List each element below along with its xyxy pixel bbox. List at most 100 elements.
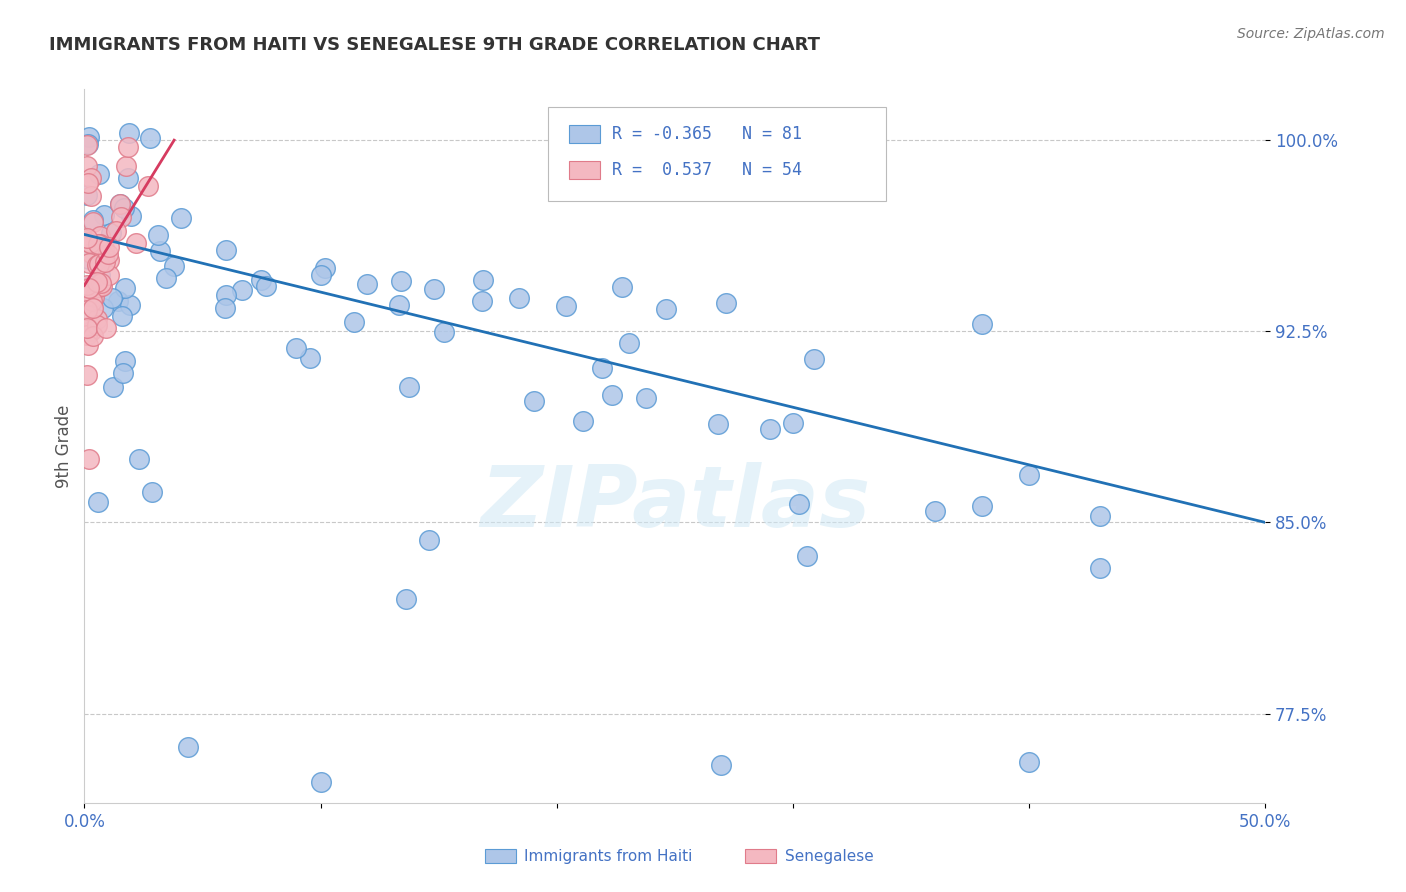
Point (97, 268, 120, 282)
Point (707, 417, 730, 432)
Point (76, 177, 98, 191)
Point (93, 208, 115, 222)
Point (572, 414, 595, 428)
Point (118, 298, 141, 312)
Point (80, 324, 103, 338)
Point (82, 294, 104, 309)
Point (82, 213, 104, 227)
Point (87, 168, 110, 182)
Point (93, 241, 115, 255)
Point (215, 244, 238, 258)
Point (285, 341, 308, 355)
Point (83, 290, 105, 304)
Point (114, 159, 136, 173)
Point (98, 252, 121, 267)
Point (395, 591, 418, 606)
Point (87, 236, 110, 251)
Point (111, 366, 134, 380)
Point (716, 296, 738, 310)
Point (398, 379, 420, 393)
Point (1088, 561, 1111, 575)
Point (76, 321, 98, 335)
Point (214, 301, 236, 315)
Point (1088, 508, 1111, 523)
Point (76, 187, 98, 202)
Point (655, 302, 678, 317)
Point (591, 360, 613, 375)
Point (76, 320, 98, 334)
Point (970, 499, 993, 513)
Point (136, 178, 159, 193)
Point (82, 301, 104, 316)
Point (163, 259, 186, 273)
Point (215, 288, 238, 302)
Point (76, 278, 98, 293)
Point (77, 451, 100, 466)
Point (298, 351, 321, 365)
Point (924, 503, 946, 517)
Point (79, 171, 101, 186)
Text: ZIPatlas: ZIPatlas (479, 461, 870, 545)
Point (141, 484, 163, 499)
Point (77, 129, 100, 144)
Point (76, 302, 98, 317)
Point (120, 209, 142, 223)
Text: R = -0.365   N = 81: R = -0.365 N = 81 (612, 125, 801, 143)
Point (77, 255, 100, 269)
Point (117, 170, 139, 185)
Point (82, 215, 104, 229)
Point (77, 289, 100, 303)
Point (114, 354, 136, 368)
Point (117, 139, 139, 153)
Point (90, 277, 112, 291)
Text: Immigrants from Haiti: Immigrants from Haiti (524, 849, 693, 863)
Text: R =  0.537   N = 54: R = 0.537 N = 54 (612, 161, 801, 179)
Point (1018, 755, 1040, 769)
Point (93, 255, 115, 269)
Point (114, 281, 136, 295)
Point (86, 258, 108, 272)
Point (176, 739, 198, 754)
Point (86, 275, 108, 289)
Point (138, 131, 160, 145)
Point (128, 451, 150, 466)
Point (759, 421, 782, 435)
Point (110, 310, 132, 324)
Point (76, 327, 98, 342)
Point (356, 277, 378, 292)
Point (471, 273, 494, 287)
Point (254, 279, 277, 293)
Y-axis label: 9th Grade: 9th Grade (55, 404, 73, 488)
Point (101, 380, 124, 394)
Point (389, 274, 412, 288)
Point (314, 260, 336, 275)
Point (86, 311, 108, 326)
Point (155, 271, 177, 285)
Point (91, 278, 114, 293)
Point (100, 226, 122, 240)
Point (433, 325, 456, 339)
Point (148, 228, 170, 243)
Point (418, 533, 440, 548)
Point (634, 392, 657, 406)
Point (86, 280, 108, 294)
Point (101, 291, 124, 305)
Point (80, 245, 103, 260)
Point (87, 495, 110, 509)
Point (79, 236, 101, 251)
Point (169, 211, 191, 225)
Point (554, 299, 576, 313)
Point (108, 197, 131, 211)
Point (105, 224, 128, 238)
Point (600, 388, 623, 402)
Point (93, 249, 115, 263)
Point (471, 294, 494, 309)
Point (110, 210, 132, 224)
Point (610, 279, 633, 293)
Text: Source: ZipAtlas.com: Source: ZipAtlas.com (1237, 27, 1385, 41)
Point (82, 329, 104, 343)
Point (77, 338, 100, 352)
Point (77, 137, 100, 152)
Point (79, 278, 101, 293)
Point (149, 244, 172, 258)
